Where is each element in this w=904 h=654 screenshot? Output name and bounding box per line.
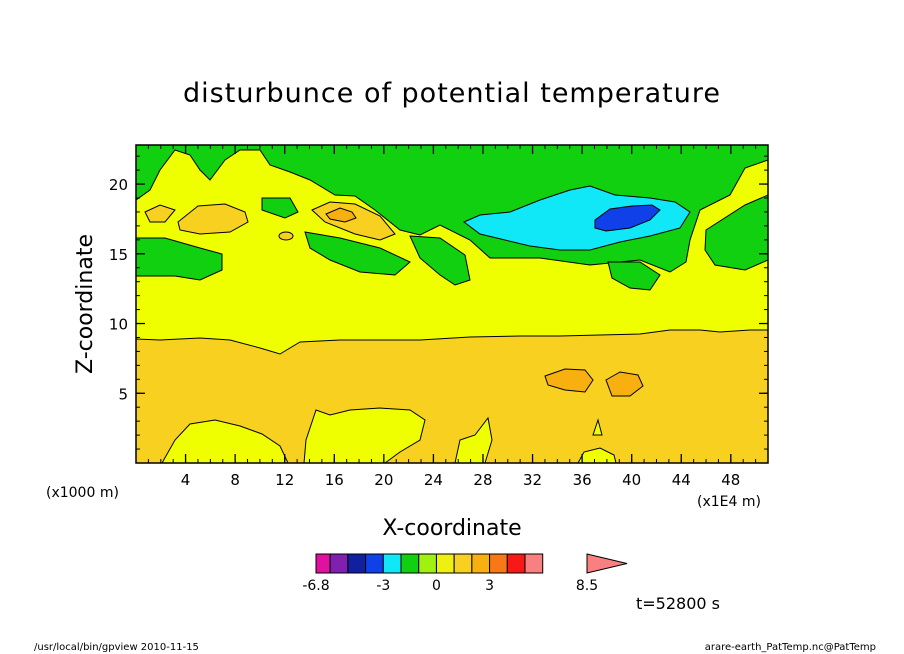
x-tick-label: 48 — [721, 471, 740, 489]
y-tick-label: 20 — [109, 176, 128, 194]
level-minus2-minus1 — [463, 185, 691, 251]
chart-title: disturbunce of potential temperature — [183, 78, 721, 109]
colorbar-swatch — [315, 553, 331, 574]
x-tick-label: 20 — [374, 471, 393, 489]
colorbar-swatch — [506, 553, 526, 574]
level-minus1-0-tail3 — [261, 197, 299, 219]
level-minus3-minus2 — [594, 204, 661, 232]
colorbar-extend-arrow — [586, 553, 628, 574]
colorbar-label: -3 — [376, 578, 390, 594]
level-0-1-bottom-e — [592, 418, 603, 436]
y-tick-label: 5 — [118, 385, 128, 403]
level-minus1-0-tail1 — [304, 231, 411, 276]
x-tick-label: 4 — [181, 471, 191, 489]
colorbar-swatch — [329, 553, 349, 574]
level-minus1-0-streak — [704, 194, 768, 271]
colorbar: -6.8 -3 0 3 8.5 — [302, 553, 628, 594]
y-unit-label: (x1000 m) — [46, 485, 119, 501]
colorbar-swatch — [471, 553, 491, 574]
x-tick-label: 16 — [325, 471, 344, 489]
x-tick-label: 28 — [473, 471, 492, 489]
y-tick-label: 10 — [109, 316, 128, 334]
x-tick-label: 8 — [230, 471, 240, 489]
colorbar-swatch — [418, 553, 437, 574]
level-2-3-lower-a — [544, 368, 594, 393]
x-tick-label: 32 — [523, 471, 542, 489]
colorbar-swatch — [347, 553, 367, 574]
colorbar-label: -6.8 — [302, 578, 329, 594]
level-2-3-upper — [325, 207, 357, 223]
level-2-3-lower-b — [605, 371, 644, 397]
plot-frame — [135, 144, 769, 464]
colorbar-label: 8.5 — [576, 578, 598, 594]
level-minus1-0-left — [136, 237, 223, 281]
x-tick-label: 36 — [573, 471, 592, 489]
y-axis-label: Z-coordinate — [73, 234, 98, 374]
x-tick-label: 44 — [672, 471, 691, 489]
time-label: t=52800 s — [636, 594, 720, 613]
colorbar-swatch — [524, 553, 544, 574]
level-minus1-0-tail4 — [607, 261, 661, 291]
level-0-1-bottom-b — [303, 407, 426, 463]
colorbar-swatch — [435, 553, 455, 574]
colorbar-swatch — [453, 553, 473, 574]
level-1-2-upper-a — [177, 203, 249, 235]
footer-right: arare-earth_PatTemp.nc@PatTemp — [705, 642, 876, 653]
colorbar-swatch — [400, 553, 420, 574]
contour-field — [136, 145, 768, 463]
x-tick-label: 24 — [424, 471, 443, 489]
x-tick-label: 12 — [275, 471, 294, 489]
x-axis-label: X-coordinate — [382, 516, 521, 541]
colorbar-swatch — [489, 553, 508, 574]
level-1-2-lower — [136, 329, 768, 463]
x-unit-label: (x1E4 m) — [697, 494, 761, 510]
footer-left: /usr/local/bin/gpview 2010-11-15 — [34, 642, 199, 653]
x-tick-label: 40 — [622, 471, 641, 489]
level-minus1-0-tail2 — [409, 235, 471, 286]
colorbar-swatch — [382, 553, 402, 574]
colorbar-label: 3 — [485, 578, 494, 594]
level-1-2-upper-c — [144, 204, 176, 223]
level-0-1-bottom-c — [454, 416, 493, 463]
level-1-2-upper-d — [278, 231, 294, 241]
colorbar-label: 0 — [432, 578, 441, 594]
y-tick-label: 15 — [109, 246, 128, 264]
colorbar-swatch — [365, 553, 384, 574]
